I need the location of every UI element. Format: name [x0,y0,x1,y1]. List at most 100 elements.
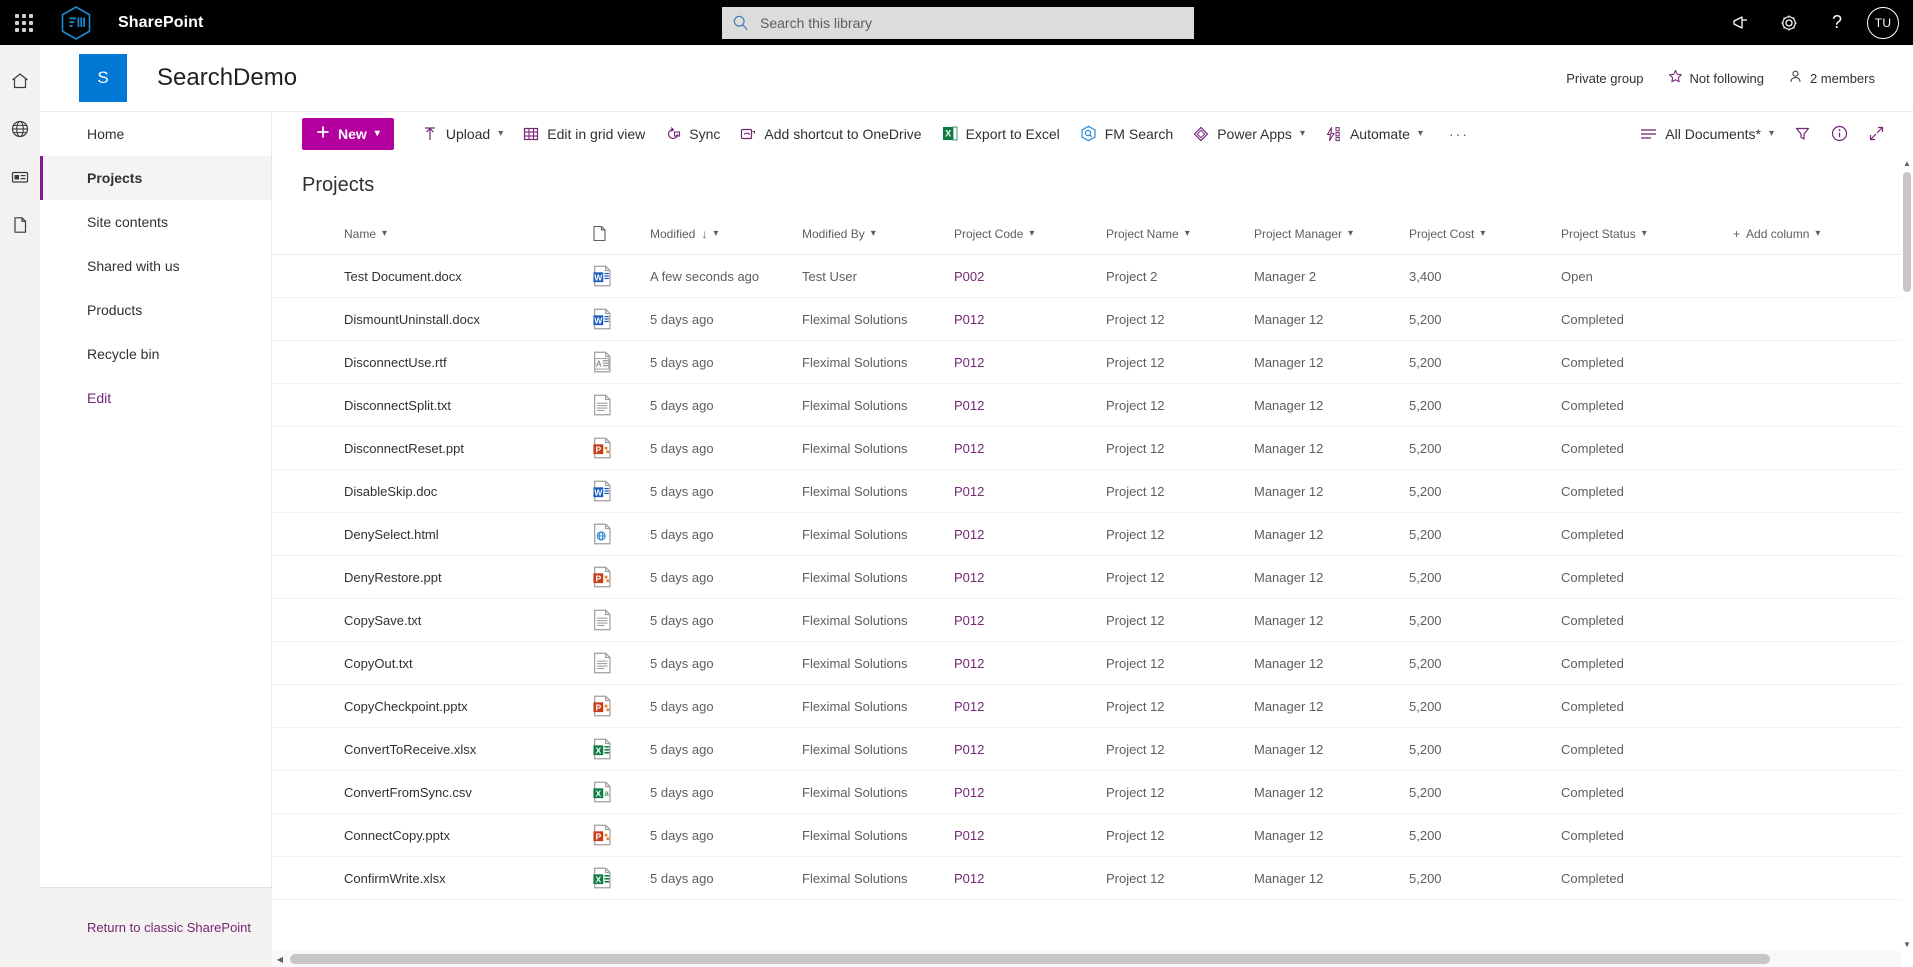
document-icon[interactable] [0,201,40,249]
table-row[interactable]: DisableSkip.doc W 5 days ago Fleximal Solut… [272,470,1913,513]
project-code-cell[interactable]: P012 [954,311,985,327]
scroll-down-arrow[interactable]: ▼ [1903,939,1911,949]
project-code-cell[interactable]: P012 [954,440,985,456]
table-row[interactable]: DismountUninstall.docx W 5 days ago Flexima… [272,298,1913,341]
search-input[interactable] [760,15,1184,31]
add-shortcut-to-onedrive-button[interactable]: Add shortcut to OneDrive [730,116,931,152]
table-row[interactable]: Test Document.docx W A few seconds ago Test… [272,255,1913,298]
file-name-cell[interactable]: DisableSkip.doc [344,484,592,499]
sharepoint-logo-icon[interactable] [48,0,104,45]
column-header-project-status[interactable]: Project Status ▾ [1561,227,1733,241]
export-to-excel-button[interactable]: X Export to Excel [932,116,1070,152]
gear-icon[interactable] [1765,0,1813,45]
info-button[interactable] [1821,116,1858,152]
sidebar-item-projects[interactable]: Projects [40,156,271,200]
edit-in-grid-view-button[interactable]: Edit in grid view [513,116,655,152]
return-to-classic-link[interactable]: Return to classic SharePoint [87,920,252,935]
column-header-project-manager[interactable]: Project Manager ▾ [1254,227,1409,241]
upload-button[interactable]: Upload ▾ [412,116,513,152]
file-name-cell[interactable]: DisconnectReset.ppt [344,441,592,456]
table-row[interactable]: CopyCheckpoint.pptx P 5 days ago Fleximal S… [272,685,1913,728]
file-name-cell[interactable]: DisconnectUse.rtf [344,355,592,370]
project-cost-cell: 5,200 [1409,311,1442,327]
table-row[interactable]: DisconnectUse.rtf A 5 days ago Fleximal Sol… [272,341,1913,384]
project-code-cell[interactable]: P012 [954,483,985,499]
project-code-cell[interactable]: P012 [954,612,985,628]
site-logo[interactable]: S [79,54,127,102]
column-header-project-cost[interactable]: Project Cost ▾ [1409,227,1561,241]
file-name-cell[interactable]: ConfirmWrite.xlsx [344,871,592,886]
filter-button[interactable] [1784,116,1821,152]
file-name-cell[interactable]: DismountUninstall.docx [344,312,592,327]
new-button[interactable]: New ▾ [302,117,394,150]
file-name-cell[interactable]: CopySave.txt [344,613,592,628]
project-code-cell[interactable]: P012 [954,741,985,757]
vertical-scroll-thumb[interactable] [1903,172,1911,292]
help-icon[interactable]: ? [1831,12,1842,32]
project-code-cell[interactable]: P012 [954,698,985,714]
project-code-cell[interactable]: P012 [954,784,985,800]
vertical-scrollbar[interactable]: ▲ ▼ [1901,156,1913,951]
file-name-cell[interactable]: DenySelect.html [344,527,592,542]
project-code-cell[interactable]: P012 [954,655,985,671]
table-row[interactable]: DenySelect.html 5 days ago Fleximal Soluti… [272,513,1913,556]
avatar[interactable]: TU [1867,6,1899,39]
megaphone-icon[interactable] [1717,0,1765,45]
search-box[interactable] [722,7,1194,39]
home-icon[interactable] [0,57,40,105]
horizontal-scrollbar[interactable]: ◀ [272,951,1901,967]
table-row[interactable]: ConnectCopy.pptx P 5 days ago Fleximal Solu… [272,814,1913,857]
file-name-cell[interactable]: Test Document.docx [344,269,592,284]
sidebar-item-shared-with-us[interactable]: Shared with us [40,244,271,288]
scroll-left-arrow[interactable]: ◀ [276,954,284,964]
table-row[interactable]: DisconnectReset.ppt P 5 days ago Fleximal S… [272,427,1913,470]
table-row[interactable]: ConfirmWrite.xlsx X 5 days ago Fleximal Sol… [272,857,1913,900]
column-header-project-name[interactable]: Project Name ▾ [1106,227,1254,241]
file-name-cell[interactable]: ConvertToReceive.xlsx [344,742,592,757]
sidebar-item-home[interactable]: Home [40,112,271,156]
project-code-cell[interactable]: P012 [954,827,985,843]
project-code-cell[interactable]: P012 [954,870,985,886]
view-selector-button[interactable]: All Documents* ▾ [1630,116,1784,152]
project-code-cell[interactable]: P012 [954,397,985,413]
column-header-modified[interactable]: Modified ↓ ▾ [650,227,802,241]
project-code-cell[interactable]: P002 [954,268,985,284]
sync-button[interactable]: Sync [655,116,730,152]
fm-search-button[interactable]: FM Search [1070,116,1183,152]
sidebar-item-recycle-bin[interactable]: Recycle bin [40,332,271,376]
table-row[interactable]: DenyRestore.ppt P 5 days ago Fleximal Solut… [272,556,1913,599]
follow-button[interactable]: Not following [1656,63,1776,93]
news-icon[interactable] [0,153,40,201]
table-row[interactable]: ConvertToReceive.xlsx X 5 days ago Fleximal… [272,728,1913,771]
scroll-up-arrow[interactable]: ▲ [1903,158,1911,168]
file-name-cell[interactable]: CopyCheckpoint.pptx [344,699,592,714]
file-name-cell[interactable]: CopyOut.txt [344,656,592,671]
overflow-button[interactable]: ··· [1433,116,1485,152]
column-header-file-type[interactable] [592,225,650,242]
globe-icon[interactable] [0,105,40,153]
automate-button[interactable]: Automate ▾ [1315,116,1433,152]
horizontal-scroll-thumb[interactable] [290,954,1770,964]
file-name-cell[interactable]: ConvertFromSync.csv [344,785,592,800]
table-row[interactable]: DisconnectSplit.txt 5 days ago Fleximal So… [272,384,1913,427]
project-code-cell[interactable]: P012 [954,354,985,370]
power-apps-button[interactable]: Power Apps ▾ [1183,116,1315,152]
expand-button[interactable] [1858,116,1895,152]
sidebar-item-site-contents[interactable]: Site contents [40,200,271,244]
project-code-cell[interactable]: P012 [954,569,985,585]
column-header-modified-by[interactable]: Modified By ▾ [802,227,954,241]
project-code-cell[interactable]: P012 [954,526,985,542]
table-row[interactable]: CopySave.txt 5 days ago Fleximal Solutions… [272,599,1913,642]
column-header-name[interactable]: Name ▾ [344,227,592,241]
file-name-cell[interactable]: ConnectCopy.pptx [344,828,592,843]
column-header-project-code[interactable]: Project Code ▾ [954,227,1106,241]
add-column-button[interactable]: + Add column ▾ [1733,227,1883,241]
members-button[interactable]: 2 members [1776,63,1887,93]
sidebar-item-products[interactable]: Products [40,288,271,332]
sidebar-item-edit[interactable]: Edit [40,376,271,420]
file-name-cell[interactable]: DisconnectSplit.txt [344,398,592,413]
table-row[interactable]: CopyOut.txt 5 days ago Fleximal Solutions P… [272,642,1913,685]
app-launcher-icon[interactable] [0,0,48,45]
file-name-cell[interactable]: DenyRestore.ppt [344,570,592,585]
